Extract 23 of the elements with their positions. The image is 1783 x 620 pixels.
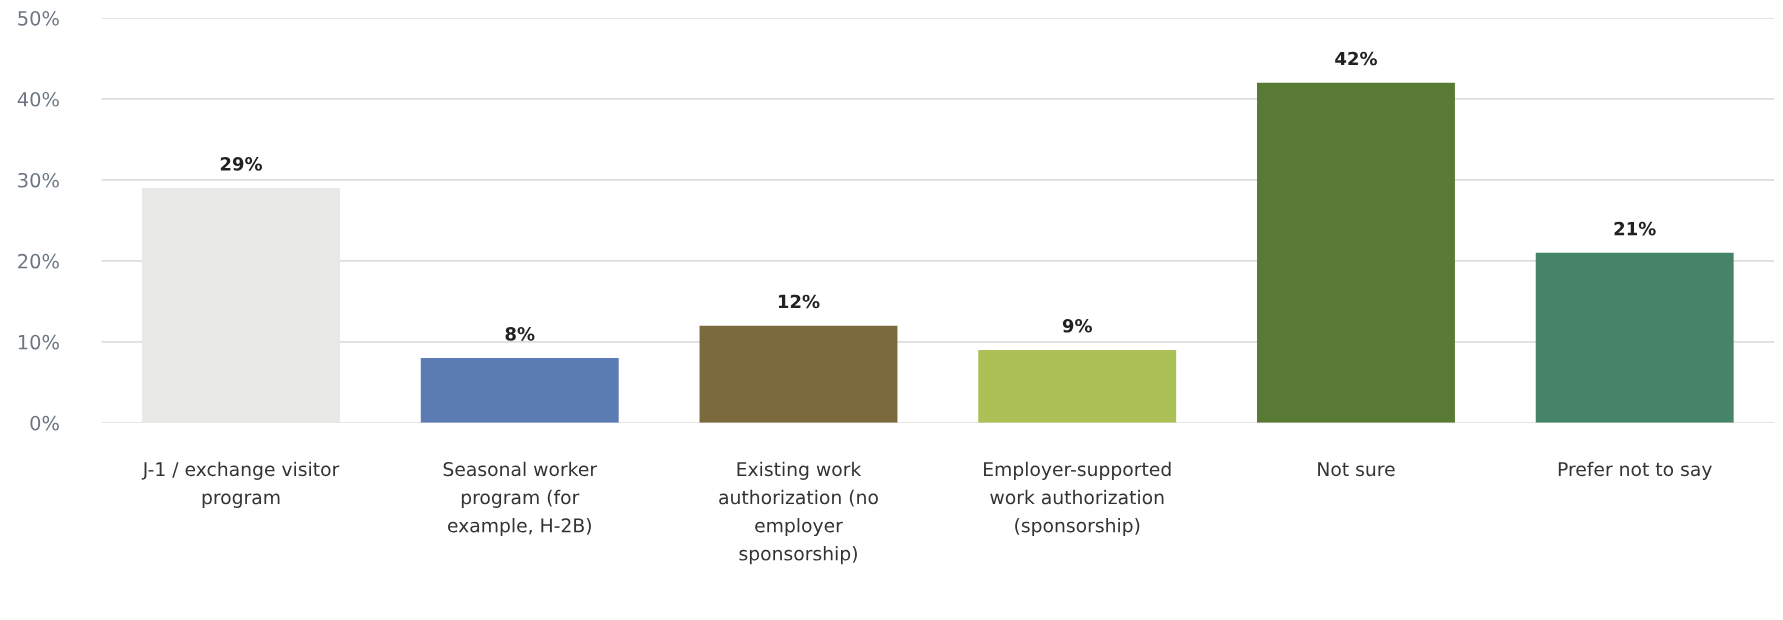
- bar: [1257, 82, 1455, 423]
- data-label: 21%: [1614, 221, 1656, 236]
- x-tick-label: Not sure: [1318, 462, 1395, 477]
- x-tick-label: Employer-supported work authorization (sponsorship): [984, 461, 1171, 537]
- x-tick-label: Seasonal worker program (for example, H-2B): [443, 461, 598, 537]
- bar: [699, 325, 898, 423]
- y-tick-label: 40%: [17, 91, 59, 107]
- data-label: 9%: [1062, 318, 1092, 333]
- x-tick-label: Prefer not to say: [1558, 461, 1712, 480]
- y-tick-label: 50%: [18, 10, 59, 26]
- bar: [1535, 252, 1734, 423]
- y-tick-label: 0%: [30, 415, 59, 431]
- y-tick-label: 30%: [18, 172, 59, 188]
- data-label: 12%: [778, 294, 820, 309]
- data-label: 8%: [505, 327, 535, 341]
- y-tick-label: 10%: [18, 334, 59, 350]
- bar: [420, 358, 619, 423]
- bar: [978, 349, 1177, 423]
- y-tick-label: 20%: [18, 253, 59, 269]
- data-label: 42%: [1335, 51, 1378, 66]
- data-label: 29%: [220, 156, 263, 171]
- x-tick-label: J-1 / exchange visitor program: [141, 461, 340, 508]
- x-tick-label: Existing work authorization (no employer sponsorship): [719, 461, 878, 565]
